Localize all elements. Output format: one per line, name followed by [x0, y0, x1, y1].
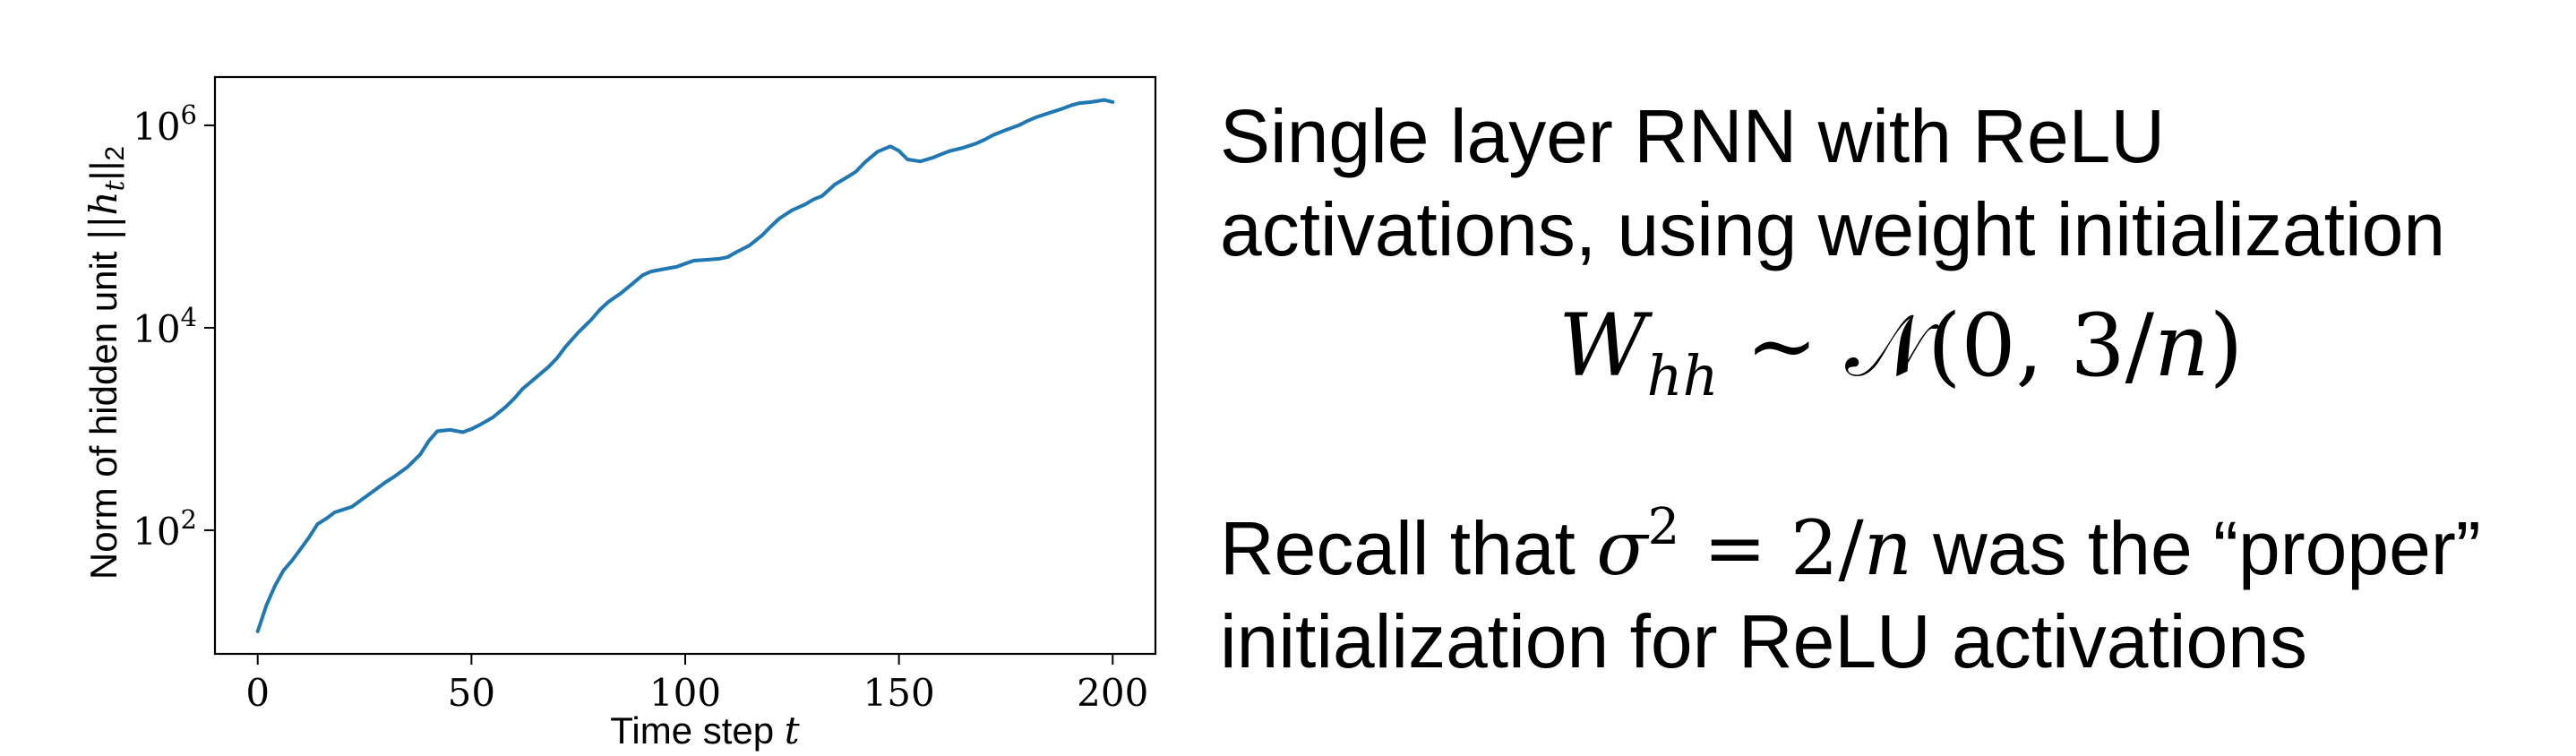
sigma-symbol: σ [1596, 504, 1648, 592]
formula-args: (0, 3/ [1927, 296, 2154, 396]
y-tick-label: 106 [133, 99, 197, 149]
y-axis-label: Norm of hidden unit ||ht||2 [82, 146, 131, 580]
formula-w: W [1558, 296, 1647, 396]
x-tick-label: 150 [863, 671, 935, 715]
x-tick-label: 0 [245, 671, 270, 715]
plot-frame [213, 75, 1157, 656]
formula-close: ) [2209, 296, 2244, 396]
recall-n: n [1863, 504, 1912, 592]
recall-pre: Recall that [1220, 506, 1597, 590]
recall-eq: = 2/ [1679, 504, 1864, 592]
recall-line-2: initialization for ReLU activations [1220, 599, 2307, 683]
x-tick-label: 50 [448, 671, 495, 715]
sigma-exponent: 2 [1647, 498, 1680, 556]
x-tick-label: 200 [1077, 671, 1148, 715]
formula-subscript: hh [1646, 343, 1719, 408]
recall-line-1: Recall that σ2 = 2/n was the “proper” [1220, 502, 2481, 595]
hidden-norm-chart: 0 50 100 150 200 102 104 106 Time step t Norm o… [82, 75, 1157, 752]
description-paragraph: Single layer RNN with ReLU activations, … [1220, 90, 2445, 276]
series-line [255, 98, 1115, 633]
x-axis-label: Time step t [610, 709, 800, 752]
x-tick-label: 100 [649, 671, 721, 715]
description-line-1: Single layer RNN with ReLU [1220, 94, 2166, 178]
recall-post: was the “proper” [1911, 506, 2481, 590]
recall-math: σ2 = 2/n [1596, 503, 1912, 593]
y-tick-label: 104 [133, 302, 197, 351]
description-line-2: activations, using weight initialization [1220, 187, 2446, 271]
formula-n: n [2153, 296, 2210, 396]
y-tick-label: 102 [133, 504, 197, 554]
plot-area: 0 50 100 150 200 102 104 106 [133, 75, 1157, 715]
recall-paragraph: Recall that σ2 = 2/n was the “proper” in… [1220, 502, 2481, 688]
weight-init-formula: Whh ∼ 𝒩(0, 3/n) [1558, 296, 2243, 408]
formula-normal: 𝒩 [1845, 296, 1928, 396]
formula-sim: ∼ [1718, 296, 1846, 396]
